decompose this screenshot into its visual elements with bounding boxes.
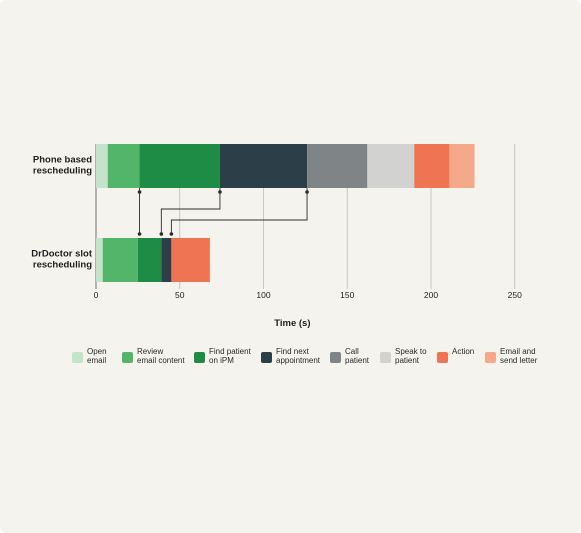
x-tick-label: 50 (175, 290, 185, 300)
x-tick-label: 0 (94, 290, 99, 300)
legend-label: Speak to patient (395, 347, 427, 365)
legend-label: Call patient (345, 347, 370, 365)
bar-segment-email_letter (449, 144, 475, 188)
connector-line (160, 188, 221, 235)
bar-segment-review (102, 238, 138, 282)
connector-end-dot (137, 232, 142, 236)
bar-segment-action (414, 144, 450, 188)
bar-segment-find_patient (137, 238, 162, 282)
legend-swatch (261, 352, 272, 363)
x-tick-label: 200 (424, 290, 438, 300)
legend-label: Review email content (137, 347, 185, 365)
legend: Open email Review email content Find patie… (72, 347, 552, 374)
legend-label: Action (452, 347, 475, 356)
x-tick-label: 100 (256, 290, 270, 300)
connector-end-dot (159, 232, 164, 236)
legend-item-review: Review email content (122, 347, 185, 374)
connector-line (170, 188, 308, 235)
legend-item-find_appt: Find next appointment (261, 347, 321, 374)
legend-swatch (122, 352, 133, 363)
legend-item-speak: Speak to patient (380, 347, 427, 374)
legend-item-email_letter: Email and send letter (485, 347, 538, 374)
legend-label: Email and send letter (500, 347, 538, 365)
legend-item-action: Action (437, 347, 475, 374)
legend-item-open_email: Open email (72, 347, 107, 374)
legend-swatch (485, 352, 496, 363)
row-label: Phone based rescheduling (33, 155, 92, 177)
bar-segment-action (171, 238, 210, 282)
bar-segment-speak (367, 144, 415, 188)
legend-swatch (437, 352, 448, 363)
legend-label: Find next appointment (276, 347, 321, 365)
bar-segment-find_appt (219, 144, 308, 188)
legend-swatch (380, 352, 391, 363)
legend-label: Open email (87, 347, 107, 365)
bar-segment-open_email (96, 144, 108, 188)
bar-segment-review (107, 144, 140, 188)
legend-label: Find patient on iPM (209, 347, 251, 365)
x-tick-label: 250 (508, 290, 522, 300)
legend-item-call: Call patient (330, 347, 370, 374)
connector-start-dot (218, 190, 222, 194)
x-tick-label: 150 (340, 290, 354, 300)
bar-segment-call (307, 144, 368, 188)
bar-segment-open_email (96, 238, 103, 282)
x-axis-label: Time (s) (274, 318, 310, 329)
bar-segment-find_appt (161, 238, 172, 282)
row-label: DrDoctor slot rescheduling (31, 249, 93, 271)
legend-swatch (330, 352, 341, 363)
legend-swatch (72, 352, 83, 363)
connector-start-dot (305, 190, 309, 194)
legend-swatch (194, 352, 205, 363)
connector-start-dot (137, 190, 142, 194)
bar-segment-find_patient (139, 144, 220, 188)
legend-item-find_patient: Find patient on iPM (194, 347, 251, 374)
connector-end-dot (169, 232, 174, 236)
